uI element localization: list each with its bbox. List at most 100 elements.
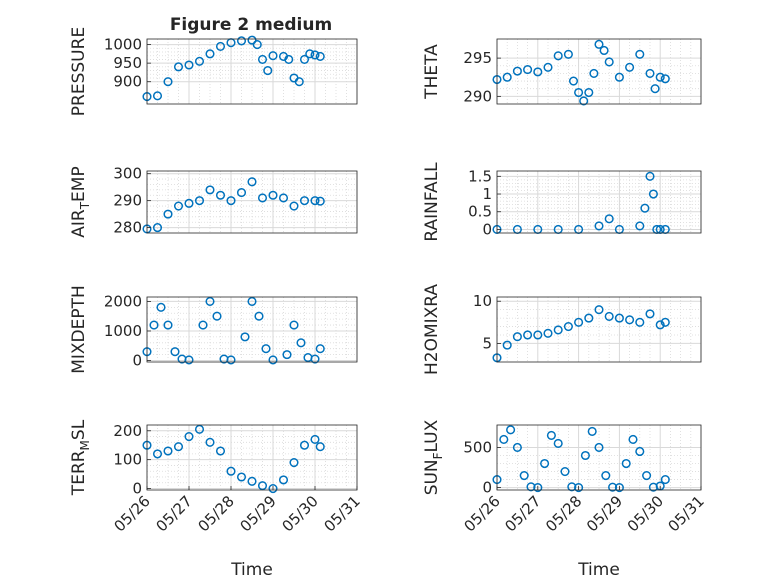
series-markers <box>492 39 670 106</box>
data-point <box>305 49 315 59</box>
data-point <box>580 450 590 461</box>
y-tick-label: 290 <box>463 87 492 105</box>
data-point <box>512 66 522 76</box>
y-tick-label: 1000 <box>104 36 142 54</box>
data-point <box>660 317 670 327</box>
data-point <box>660 475 670 485</box>
data-point <box>599 45 609 56</box>
y-axis-label: RAINFALL <box>422 162 442 242</box>
data-point <box>226 466 236 476</box>
figure-title: Figure 2 medium <box>170 15 332 35</box>
data-point <box>247 35 257 45</box>
data-point <box>635 49 645 59</box>
data-point <box>149 320 159 330</box>
data-point <box>315 344 325 354</box>
data-point <box>584 87 594 98</box>
y-tick-label: 500 <box>463 438 492 456</box>
data-point <box>660 74 670 84</box>
data-point <box>152 91 163 101</box>
data-point <box>299 440 310 450</box>
data-point <box>533 483 543 493</box>
data-point <box>184 432 194 442</box>
data-point <box>608 482 618 492</box>
data-point <box>543 328 553 338</box>
data-point <box>315 196 325 206</box>
data-point <box>205 49 215 59</box>
data-point <box>247 177 257 187</box>
grid <box>146 39 358 104</box>
data-point <box>296 338 306 348</box>
data-point <box>640 203 650 213</box>
data-point <box>205 296 215 306</box>
data-point <box>502 72 512 82</box>
data-point <box>584 313 594 323</box>
data-point <box>163 209 173 219</box>
data-point <box>278 193 289 203</box>
data-point <box>635 221 645 231</box>
y-axis-label: SUNFLUX <box>422 419 445 495</box>
data-point <box>604 57 614 67</box>
y-tick-label: 300 <box>113 165 142 183</box>
data-point <box>205 437 215 447</box>
data-point <box>540 458 550 469</box>
axes-box <box>146 424 358 491</box>
data-point <box>645 171 655 181</box>
data-point <box>284 54 294 64</box>
data-point <box>247 476 257 486</box>
data-point <box>252 40 262 50</box>
data-point <box>173 201 184 211</box>
data-point <box>523 65 533 75</box>
y-tick-label: 0 <box>482 220 492 238</box>
data-point <box>289 458 299 468</box>
grid <box>146 425 358 490</box>
data-point <box>236 472 247 482</box>
x-axis-label: Time <box>230 560 273 580</box>
data-point <box>594 305 604 315</box>
data-point <box>543 62 553 72</box>
x-axis-label: Time <box>577 560 620 580</box>
panel-air_temp: 280 290 300 AIRTEMP <box>69 165 358 238</box>
data-point <box>268 190 278 200</box>
data-point <box>156 302 166 312</box>
data-point <box>621 458 631 469</box>
data-point <box>574 483 584 493</box>
data-point <box>499 434 509 444</box>
data-point <box>257 54 268 64</box>
data-point <box>310 434 320 444</box>
y-tick-label: 200 <box>113 422 142 440</box>
data-point <box>198 320 208 330</box>
data-point <box>563 49 573 59</box>
data-point <box>278 475 289 485</box>
data-point <box>533 330 543 340</box>
data-point <box>574 87 584 98</box>
data-point <box>560 466 570 477</box>
data-point <box>553 51 563 61</box>
y-tick-label: 100 <box>113 451 142 469</box>
data-point <box>170 347 180 357</box>
data-point <box>310 50 320 60</box>
data-point <box>194 424 205 434</box>
axes-box <box>146 38 358 105</box>
y-axis-label: MIXDEPTH <box>69 285 89 374</box>
data-point <box>152 223 163 233</box>
y-tick-label: 10 <box>473 292 492 310</box>
y-tick-label: 0 <box>132 352 142 370</box>
data-point <box>601 471 611 481</box>
y-tick-label: 290 <box>113 192 142 210</box>
data-point <box>261 344 271 354</box>
data-point <box>604 311 614 321</box>
y-tick-label: 1000 <box>104 322 142 340</box>
data-point <box>315 51 325 62</box>
data-point <box>594 442 604 453</box>
y-tick-label: 0 <box>132 480 142 498</box>
y-tick-label: 950 <box>113 54 142 72</box>
data-point <box>236 188 247 198</box>
y-axis-label: THETA <box>422 44 442 100</box>
axes-box <box>146 170 358 234</box>
panel-theta: 290 295 THETA <box>422 38 702 106</box>
data-point <box>655 72 665 82</box>
data-point <box>236 36 247 46</box>
series-markers <box>142 177 325 234</box>
